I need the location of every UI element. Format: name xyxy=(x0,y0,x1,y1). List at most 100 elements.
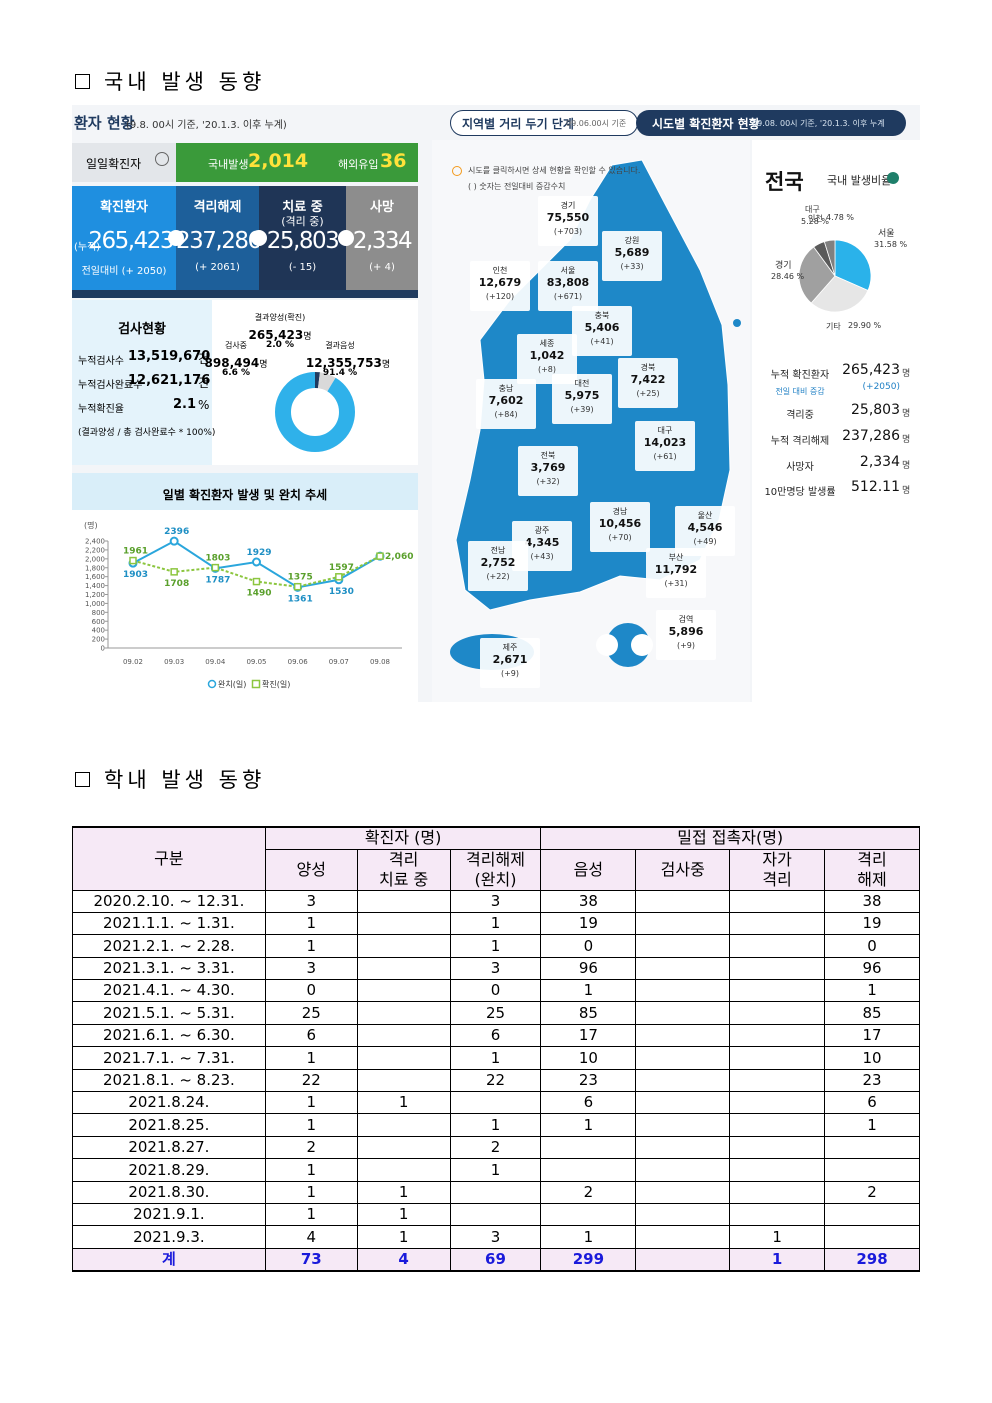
region-value: 10,456 xyxy=(598,517,642,530)
x-tick-label: 09.08 xyxy=(370,658,390,666)
table-row: 2021.8.27. 2 2 xyxy=(72,1135,920,1160)
value-cell: 1 xyxy=(449,1158,542,1182)
y-tick-label: 2,000 xyxy=(85,555,105,563)
table-row: 2021.8.29. 1 1 xyxy=(72,1158,920,1182)
region-name: 세종 xyxy=(539,339,555,348)
region-value: 7,422 xyxy=(630,373,666,386)
region-change: (+61) xyxy=(653,452,677,461)
domestic-value: 2,014 xyxy=(248,150,309,172)
stat-box xyxy=(346,186,418,290)
value-cell xyxy=(729,1180,826,1204)
value-label: 1961 xyxy=(123,547,148,557)
region-name: 광주 xyxy=(534,526,550,535)
region-box xyxy=(656,610,716,660)
region-change: (+9) xyxy=(676,641,696,650)
value-label: 1929 xyxy=(247,548,272,558)
value-cell: 6 xyxy=(449,1023,542,1048)
value-cell: 6 xyxy=(824,1091,920,1115)
region-name: 경기 xyxy=(560,201,576,210)
header-column: 격리 해제 xyxy=(824,848,920,891)
y-tick-label: 1,800 xyxy=(85,564,105,572)
region-name: 충남 xyxy=(498,384,514,393)
total-row: 계 73 4 69 299 1 298 xyxy=(72,1247,920,1273)
x-tick-label: 09.03 xyxy=(164,658,184,666)
stat-label: 전일 대비 증감 xyxy=(775,387,825,396)
period-cell: 2021.8.24. xyxy=(72,1091,266,1115)
value-label: 2,060 xyxy=(385,552,413,562)
section-title: 국내 발생 동향 xyxy=(104,70,266,94)
y-tick-label: 0 xyxy=(101,645,105,653)
test-row-value: 2.1 xyxy=(172,397,196,412)
value-cell xyxy=(356,956,451,981)
region-box xyxy=(646,548,706,598)
checkbox xyxy=(75,74,90,89)
pie-label: 서울 xyxy=(878,229,895,239)
value-cell xyxy=(356,1158,451,1182)
total-cell: 4 xyxy=(356,1247,451,1273)
value-cell xyxy=(356,911,451,936)
table-row: 2021.7.1. ~ 7.31. 1 1 10 10 xyxy=(72,1046,920,1070)
operator xyxy=(251,230,267,246)
region-value: 5,896 xyxy=(668,625,704,638)
value-cell xyxy=(356,889,451,913)
region-value: 1,042 xyxy=(529,349,565,362)
value-cell xyxy=(635,1023,731,1048)
value-label: 1597 xyxy=(329,563,354,573)
value-label: 1787 xyxy=(205,575,230,585)
value-cell: 2 xyxy=(824,1180,920,1204)
period-cell: 2021.2.1. ~ 2.28. xyxy=(72,934,266,958)
legend-label: 확진(일) xyxy=(262,679,290,689)
value-cell: 25 xyxy=(264,1001,358,1025)
region-box xyxy=(602,231,662,281)
value-cell: 6 xyxy=(540,1091,637,1115)
stat-sub: (격리 중) xyxy=(281,215,324,228)
donut-unit: 명 xyxy=(381,360,391,370)
value-cell: 1 xyxy=(824,979,920,1003)
value-cell: 3 xyxy=(449,956,542,981)
period-cell: 2021.8.1. ~ 8.23. xyxy=(72,1068,266,1093)
value-cell: 19 xyxy=(824,911,920,936)
region-change: (+41) xyxy=(590,337,614,346)
table-row: 2021.2.1. ~ 2.28. 1 1 0 0 xyxy=(72,934,920,958)
region-box xyxy=(538,261,598,311)
value-label: 1803 xyxy=(205,554,230,564)
period-cell: 2021.4.1. ~ 4.30. xyxy=(72,979,266,1003)
stat-label: 사망 xyxy=(370,200,394,215)
value-cell xyxy=(729,1091,826,1115)
value-cell xyxy=(824,1158,920,1182)
value-cell: 1 xyxy=(540,979,637,1003)
stat-box xyxy=(259,186,346,290)
value-cell: 1 xyxy=(729,1225,826,1249)
value-cell: 3 xyxy=(264,956,358,981)
test-row-label: 누적검사수 xyxy=(78,356,124,367)
value-cell xyxy=(635,1158,731,1182)
point xyxy=(170,568,178,576)
region-name: 부산 xyxy=(668,553,684,562)
value-cell xyxy=(356,979,451,1003)
y-unit: (명) xyxy=(84,520,98,530)
region-name: 울산 xyxy=(697,511,713,520)
tab2-date: 09.08. 00시 기준, '20.1.3. 이후 누계 xyxy=(752,119,885,128)
period-cell: 2021.8.25. xyxy=(72,1113,266,1137)
y-tick-label: 1,400 xyxy=(85,582,105,590)
test-row-value: 13,519,670 xyxy=(128,349,211,364)
map-note2: ( ) 숫자는 전일대비 증감수치 xyxy=(468,182,566,191)
region-box xyxy=(552,374,612,424)
region-change: (+8) xyxy=(537,365,557,374)
pie-pct: 31.58 % xyxy=(874,240,908,249)
pie xyxy=(798,239,872,313)
region-box xyxy=(572,306,632,356)
operator xyxy=(168,230,184,246)
region-change: (+39) xyxy=(570,405,594,414)
island xyxy=(733,319,741,327)
value-cell: 1 xyxy=(449,1046,542,1070)
stat-change: (- 15) xyxy=(288,262,317,273)
stat-label: 격리해제 xyxy=(193,200,242,215)
daily-green xyxy=(176,143,418,182)
total-cell xyxy=(635,1247,731,1273)
value-cell xyxy=(635,911,731,936)
region-change: (+671) xyxy=(553,292,583,301)
value-cell: 38 xyxy=(540,889,637,913)
value-cell xyxy=(729,911,826,936)
legend-label: 완치(일) xyxy=(218,680,246,689)
